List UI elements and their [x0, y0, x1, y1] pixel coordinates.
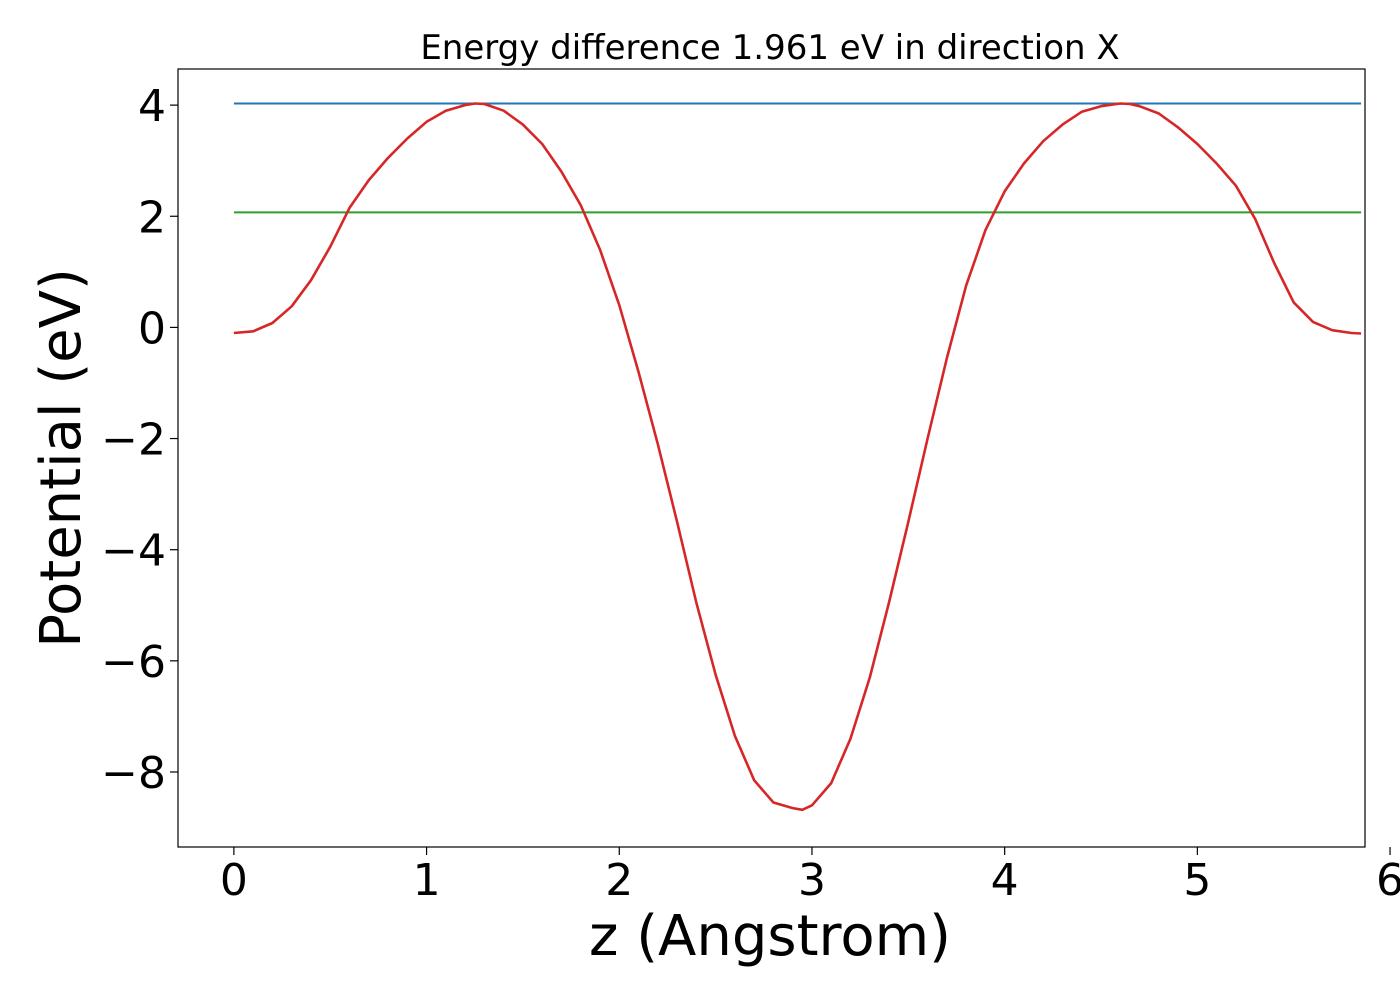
x-tick-label: 2 — [605, 855, 633, 906]
x-tick-label: 4 — [991, 855, 1019, 906]
series-line-2 — [233, 102, 1362, 812]
y-tick-label: 0 — [138, 303, 166, 354]
x-tick-label: 0 — [220, 855, 248, 906]
x-tick-label: 3 — [798, 855, 826, 906]
x-tick-label: 6 — [1376, 855, 1400, 906]
x-tick-label: 1 — [413, 855, 441, 906]
x-axis-ticks: 0 1 2 3 4 5 6 — [220, 847, 1400, 906]
plot-frame — [177, 68, 1366, 848]
y-axis-label: Potential (eV) — [29, 268, 94, 648]
y-tick-label: −6 — [101, 637, 166, 688]
x-tick-label: 5 — [1183, 855, 1211, 906]
y-tick-label: 4 — [138, 81, 166, 132]
x-axis-label: z (Angstrom) — [589, 904, 951, 969]
y-tick-label: −4 — [101, 526, 166, 577]
plot-lines — [233, 102, 1362, 812]
y-tick-label: −2 — [101, 415, 166, 466]
y-tick-label: −8 — [101, 748, 166, 799]
y-axis-ticks: −8 −6 −4 −2 0 2 4 — [101, 81, 178, 799]
chart-title: Energy difference 1.961 eV in direction … — [420, 28, 1119, 68]
y-tick-label: 2 — [138, 192, 166, 243]
